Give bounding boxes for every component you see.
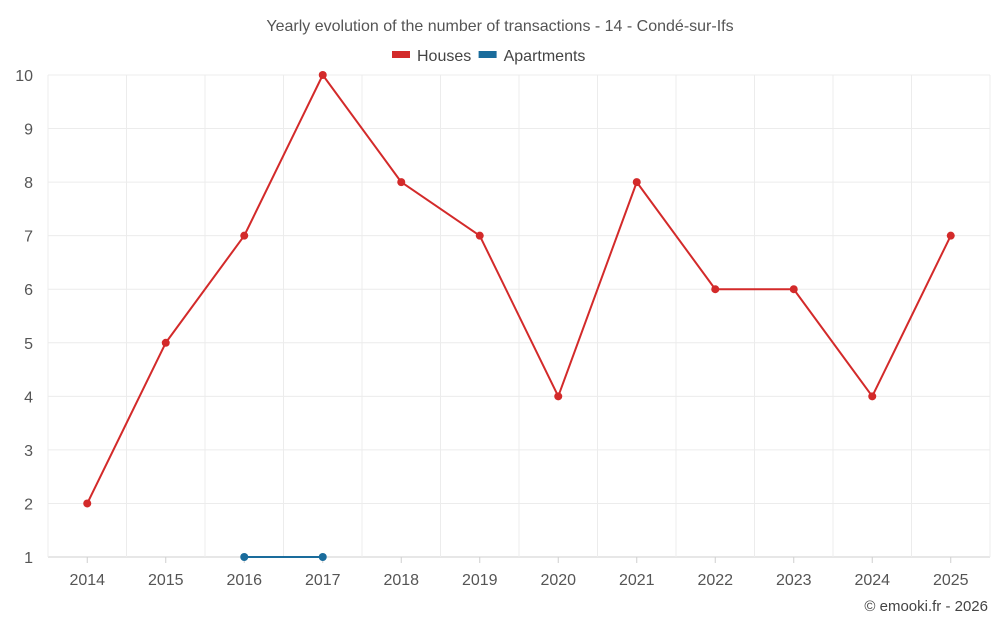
houses-point: [711, 285, 720, 294]
x-tick-label: 2025: [933, 572, 969, 589]
y-tick-label: 10: [15, 68, 33, 85]
y-tick-label: 8: [24, 175, 33, 192]
x-tick-label: 2024: [854, 572, 890, 589]
y-tick-label: 6: [24, 282, 33, 299]
x-axis: 2014 2015 2016 2017 2018 2019 2020 2021 2022 2023…: [69, 557, 969, 589]
x-tick-label: 2015: [148, 572, 184, 589]
y-tick-label: 3: [24, 443, 33, 460]
legend-label-apartments: Apartments: [504, 48, 586, 65]
houses-point: [240, 231, 249, 240]
x-tick-label: 2020: [540, 572, 576, 589]
legend-swatch-apartments: [478, 51, 497, 58]
x-tick-label: 2018: [383, 572, 419, 589]
apartments-point: [318, 553, 327, 561]
legend-swatch-houses: [392, 51, 410, 58]
houses-point: [789, 285, 798, 294]
y-axis: 1 2 3 4 5 6 7 8 9 10: [15, 68, 33, 567]
houses-point: [475, 231, 484, 240]
legend-label-houses: Houses: [417, 48, 471, 65]
y-tick-label: 2: [24, 496, 33, 513]
x-tick-label: 2016: [226, 572, 262, 589]
y-tick-label: 5: [24, 336, 33, 353]
apartments-point: [240, 553, 249, 561]
x-tick-label: 2014: [69, 572, 105, 589]
series-lines: [86, 74, 952, 558]
houses-point: [554, 392, 563, 401]
houses-point: [318, 71, 327, 79]
x-tick-label: 2017: [305, 572, 341, 589]
y-tick-label: 1: [24, 550, 33, 567]
x-tick-label: 2023: [776, 572, 812, 589]
x-tick-label: 2021: [619, 572, 655, 589]
houses-point: [868, 392, 877, 401]
houses-point: [632, 178, 641, 187]
houses-point: [161, 338, 170, 347]
legend: Houses Apartments: [392, 48, 585, 65]
houses-point: [946, 231, 955, 240]
y-tick-label: 4: [24, 389, 33, 406]
y-tick-label: 7: [24, 229, 33, 246]
y-tick-label: 9: [24, 122, 33, 139]
series-points: [83, 71, 955, 561]
credit-text: © emooki.fr - 2026: [864, 598, 988, 615]
houses-point: [397, 178, 406, 187]
x-tick-label: 2022: [697, 572, 733, 589]
x-tick-label: 2019: [462, 572, 498, 589]
houses-point: [83, 499, 92, 508]
chart-title: Yearly evolution of the number of transa…: [266, 18, 733, 35]
houses-line: [86, 74, 952, 504]
